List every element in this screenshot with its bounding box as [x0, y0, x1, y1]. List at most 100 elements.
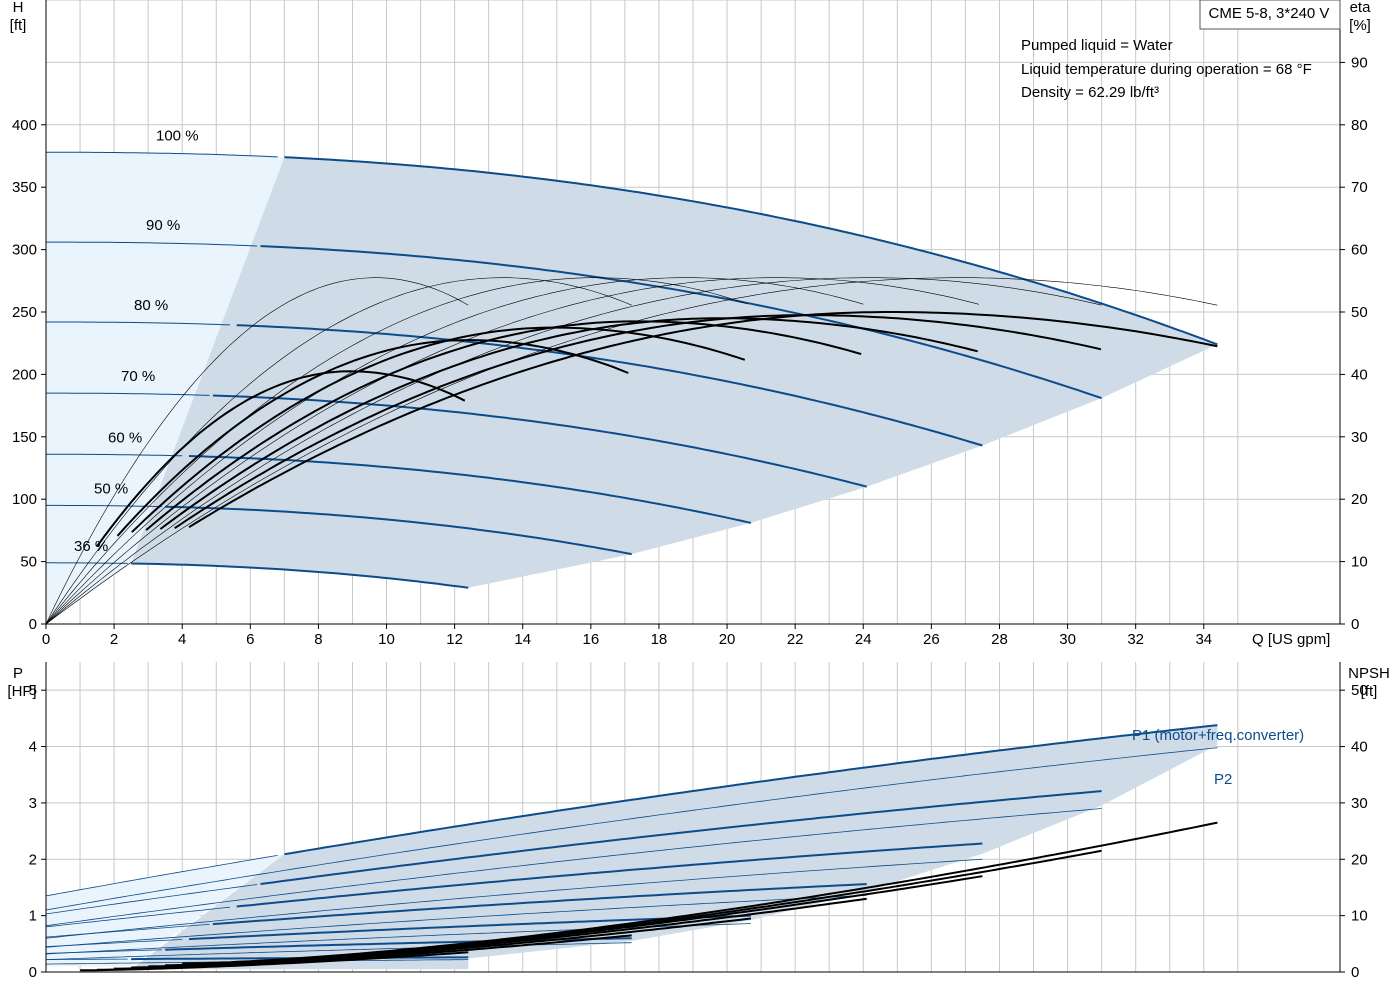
speed-label-4: 60 % [108, 429, 142, 446]
head-curve-thin-5 [46, 504, 162, 508]
efficiency-thin-3 [45, 277, 864, 625]
x-tick-label-5: 10 [378, 631, 395, 648]
p2-curve-2 [45, 858, 983, 939]
speed-label-3: 70 % [121, 368, 155, 385]
head-curve-6 [131, 562, 469, 589]
head-curve-1 [260, 245, 1102, 400]
p-tick-label-1: 1 [29, 908, 37, 925]
h-tick-label-6: 300 [12, 242, 37, 259]
x-tick-label-14: 28 [991, 631, 1008, 648]
density-label: Density = 62.29 lb/ft³ [1021, 84, 1159, 101]
efficiency-curve-4 [131, 326, 746, 533]
npsh-axis-title: NPSH [1348, 665, 1390, 682]
efficiency-curve-3 [145, 320, 862, 531]
p-axis-title: P [13, 665, 23, 682]
p1-curve-3 [212, 883, 867, 926]
npsh-tick-label-3: 30 [1351, 795, 1368, 812]
efficiency-curve-1 [174, 314, 1102, 530]
h-tick-label-2: 100 [12, 491, 37, 508]
power-low-flow-region [46, 854, 285, 967]
x-tick-label-8: 16 [582, 631, 599, 648]
p-tick-label-0: 0 [29, 964, 37, 981]
model-label: CME 5-8, 3*240 V [1209, 5, 1330, 22]
operating-region [131, 157, 1218, 588]
liquid-temperature-label: Liquid temperature during operation = 68… [1021, 61, 1312, 78]
power-operating-region [131, 725, 1218, 970]
x-tick-label-9: 18 [651, 631, 668, 648]
x-tick-label-16: 32 [1127, 631, 1144, 648]
x-tick-label-0: 0 [42, 631, 50, 648]
speed-label-1: 90 % [146, 217, 180, 234]
p2-curve-1 [45, 808, 1102, 927]
power-range-fill [46, 725, 1218, 970]
eta-tick-label-2: 20 [1351, 491, 1368, 508]
eta-axis-unit: [%] [1349, 17, 1371, 34]
p-tick-label-2: 2 [29, 851, 37, 868]
eta-tick-label-7: 70 [1351, 179, 1368, 196]
p1-curve-thin-2 [45, 906, 230, 928]
eta-tick-label-3: 30 [1351, 429, 1368, 446]
head-curve-thin-2 [46, 321, 230, 326]
tick-labels: 0 2 4 6 8 10 12 14 16 18 20 22 24 26 28 30 32 34050100150… [12, 54, 1368, 981]
speed-label-5: 50 % [94, 480, 128, 497]
pumped-liquid-label: Pumped liquid = Water [1021, 37, 1173, 54]
npsh-axis-unit: [ft] [1361, 683, 1378, 700]
eta-tick-label-8: 80 [1351, 117, 1368, 134]
h-tick-label-3: 150 [12, 429, 37, 446]
eta-tick-label-0: 0 [1351, 616, 1359, 633]
eta-tick-label-4: 40 [1351, 366, 1368, 383]
p1-curve-thin-0 [45, 855, 278, 897]
h-axis-unit: [ft] [10, 17, 27, 34]
head-curves: 100 % 90 % 80 % 70 % 60 % 50 % 36 % [46, 127, 1218, 589]
p1-series-label: P1 (motor+freq.converter) [1132, 727, 1304, 744]
eta-tick-label-1: 10 [1351, 554, 1368, 571]
x-tick-label-3: 6 [246, 631, 254, 648]
p2-curve-3 [45, 894, 867, 948]
q-axis-title: Q [US gpm] [1252, 631, 1330, 648]
x-tick-label-7: 14 [514, 631, 531, 648]
x-tick-label-15: 30 [1059, 631, 1076, 648]
p1-curve-0 [284, 724, 1218, 856]
eta-axis-title: eta [1350, 0, 1372, 16]
efficiency-curves [45, 277, 1218, 625]
p1-curve-1 [260, 790, 1102, 885]
npsh-tick-label-2: 20 [1351, 851, 1368, 868]
head-curve-3 [212, 394, 867, 488]
head-curve-4 [188, 455, 752, 524]
efficiency-thin-4 [45, 277, 748, 625]
h-tick-label-4: 200 [12, 366, 37, 383]
x-tick-label-10: 20 [719, 631, 736, 648]
efficiency-curve-5 [116, 339, 629, 537]
p2-curve-0 [45, 747, 1218, 911]
efficiency-curve-2 [159, 317, 978, 530]
p-tick-label-3: 3 [29, 795, 37, 812]
efficiency-thin-5 [45, 277, 632, 625]
speed-label-6: 36 % [74, 538, 108, 555]
head-curve-thin-6 [46, 562, 128, 564]
npsh-tick-label-0: 0 [1351, 964, 1359, 981]
x-tick-label-12: 24 [855, 631, 872, 648]
eta-tick-label-6: 60 [1351, 242, 1368, 259]
h-axis-title: H [13, 0, 24, 16]
power-curves [45, 724, 1218, 972]
x-tick-label-11: 22 [787, 631, 804, 648]
efficiency-thin-1 [45, 277, 1102, 625]
efficiency-curve-0 [188, 311, 1218, 529]
h-tick-label-8: 400 [12, 117, 37, 134]
npsh-curve-6 [80, 951, 469, 972]
npsh-tick-label-4: 40 [1351, 739, 1368, 756]
h-tick-label-0: 0 [29, 616, 37, 633]
npsh-tick-label-1: 10 [1351, 908, 1368, 925]
model-box [1199, 0, 1341, 30]
eta-tick-label-9: 90 [1351, 54, 1368, 71]
eta-tick-label-5: 50 [1351, 304, 1368, 321]
efficiency-thin-2 [45, 277, 980, 625]
x-tick-label-13: 26 [923, 631, 940, 648]
p-tick-label-5: 5 [29, 682, 37, 699]
x-tick-label-6: 12 [446, 631, 463, 648]
head-curve-2 [236, 324, 983, 447]
p2-series-label: P2 [1214, 771, 1232, 788]
p1-curve-thin-1 [45, 884, 258, 915]
x-tick-label-1: 2 [110, 631, 118, 648]
